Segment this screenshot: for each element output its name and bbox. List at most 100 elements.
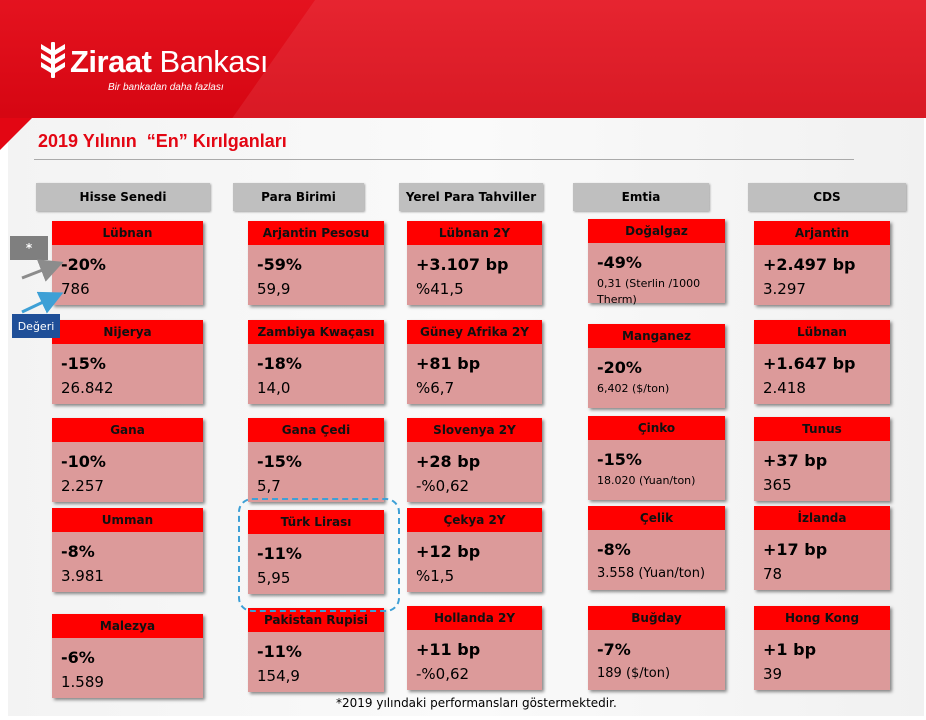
asset-change: -59%: [257, 255, 302, 274]
asset-card: Buğday -7% 189 ($/ton): [588, 606, 725, 690]
asset-value: 786: [61, 280, 90, 298]
asset-change: -8%: [61, 542, 95, 561]
asset-card: Malezya -6% 1.589: [52, 614, 203, 698]
asset-value: 6,402 ($/ton): [597, 382, 670, 395]
asset-card: Doğalgaz -49% 0,31 (Sterlin /1000 Therm): [588, 219, 725, 306]
asset-name: Tunus: [754, 417, 890, 441]
asset-card: Hollanda 2Y +11 bp -%0,62: [407, 606, 542, 690]
asset-name: Hong Kong: [754, 606, 890, 630]
column-header: Emtia: [573, 183, 709, 211]
asset-change: +1.647 bp: [763, 354, 856, 373]
asset-card: Çekya 2Y +12 bp %1,5: [407, 508, 542, 592]
asset-body: +28 bp -%0,62: [407, 442, 542, 502]
asset-body: +11 bp -%0,62: [407, 630, 542, 690]
asset-change: +11 bp: [416, 640, 481, 659]
asset-body: -11% 154,9: [248, 632, 384, 692]
asset-change: -20%: [597, 358, 642, 377]
asset-body: -15% 5,7: [248, 442, 384, 502]
asset-value: 0,31 (Sterlin /1000 Therm): [597, 277, 701, 306]
asset-body: -20% 786: [52, 245, 203, 305]
asset-name: Nijerya: [52, 320, 203, 344]
asset-value: 2.257: [61, 477, 104, 495]
asset-body: -8% 3.558 (Yuan/ton): [588, 530, 725, 590]
asset-change: +81 bp: [416, 354, 481, 373]
asset-body: +2.497 bp 3.297: [754, 245, 890, 305]
asset-name: Arjantin: [754, 221, 890, 245]
asset-name: Umman: [52, 508, 203, 532]
asset-body: +3.107 bp %41,5: [407, 245, 542, 305]
wheat-logo-icon: [41, 42, 65, 78]
asset-value: %6,7: [416, 379, 455, 397]
asset-value: 3.981: [61, 567, 104, 585]
asset-name: Lübnan: [754, 320, 890, 344]
asset-card: Pakistan Rupisi -11% 154,9: [248, 608, 384, 692]
header-banner: Ziraat Bankası Bir bankadan daha fazlası: [0, 0, 926, 118]
asset-card: Zambiya Kwaçası -18% 14,0: [248, 320, 384, 404]
asset-card: Türk Lirası -11% 5,95: [248, 510, 384, 594]
asset-change: -49%: [597, 253, 642, 272]
asset-value: 5,95: [257, 569, 291, 587]
asset-value: 154,9: [257, 667, 300, 685]
asset-change: -8%: [597, 540, 631, 559]
asset-value: 39: [763, 665, 783, 683]
asset-change: -6%: [61, 648, 95, 667]
asset-value: 5,7: [257, 477, 281, 495]
asset-body: +17 bp 78: [754, 530, 890, 590]
brand-name: Ziraat Bankası: [70, 44, 269, 80]
corner-accent: [0, 118, 32, 150]
asset-body: +12 bp %1,5: [407, 532, 542, 592]
asset-name: Doğalgaz: [588, 219, 725, 243]
asset-value: 26.842: [61, 379, 114, 397]
asset-name: Çinko: [588, 416, 725, 440]
asset-name: Çelik: [588, 506, 725, 530]
asset-card: Tunus +37 bp 365: [754, 417, 890, 501]
asset-value: %41,5: [416, 280, 464, 298]
asset-card: Nijerya -15% 26.842: [52, 320, 203, 404]
asset-body: +81 bp %6,7: [407, 344, 542, 404]
asset-change: +1 bp: [763, 640, 817, 659]
asset-body: -11% 5,95: [248, 534, 384, 594]
asset-card: Çelik -8% 3.558 (Yuan/ton): [588, 506, 725, 590]
asset-body: -59% 59,9: [248, 245, 384, 305]
asset-change: +12 bp: [416, 542, 481, 561]
asset-body: -20% 6,402 ($/ton): [588, 348, 725, 408]
asset-card: Slovenya 2Y +28 bp -%0,62: [407, 418, 542, 502]
asset-value: 1.589: [61, 673, 104, 691]
banner-wedge: [202, 0, 926, 118]
asset-card: Lübnan 2Y +3.107 bp %41,5: [407, 221, 542, 305]
asset-body: +37 bp 365: [754, 441, 890, 501]
asset-value: -%0,62: [416, 665, 470, 683]
asset-body: -15% 26.842: [52, 344, 203, 404]
title-divider: [34, 159, 854, 160]
asset-name: Slovenya 2Y: [407, 418, 542, 442]
asset-name: Pakistan Rupisi: [248, 608, 384, 632]
asset-value: 59,9: [257, 280, 291, 298]
asset-name: Malezya: [52, 614, 203, 638]
asset-name: Gana: [52, 418, 203, 442]
asset-change: +28 bp: [416, 452, 481, 471]
column-header: Para Birimi: [233, 183, 364, 211]
asset-name: Zambiya Kwaçası: [248, 320, 384, 344]
asset-change: -15%: [61, 354, 106, 373]
asset-value: 78: [763, 565, 783, 583]
asset-change: +3.107 bp: [416, 255, 509, 274]
asset-card: İzlanda +17 bp 78: [754, 506, 890, 590]
asset-change: -18%: [257, 354, 302, 373]
asset-card: Arjantin +2.497 bp 3.297: [754, 221, 890, 305]
asset-value: -%0,62: [416, 477, 470, 495]
asset-card: Gana -10% 2.257: [52, 418, 203, 502]
asset-value: 3.297: [763, 280, 806, 298]
asset-body: +1.647 bp 2.418: [754, 344, 890, 404]
asset-card: Lübnan +1.647 bp 2.418: [754, 320, 890, 404]
asset-value: 189 ($/ton): [597, 666, 671, 681]
asset-change: -10%: [61, 452, 106, 471]
asset-card: Manganez -20% 6,402 ($/ton): [588, 324, 725, 408]
asset-value: 365: [763, 476, 792, 494]
asset-card: Lübnan -20% 786: [52, 221, 203, 305]
asset-name: Lübnan: [52, 221, 203, 245]
asset-value: 18.020 (Yuan/ton): [597, 474, 696, 487]
legend-star-box: *: [10, 236, 48, 260]
asset-name: Türk Lirası: [248, 510, 384, 534]
asset-body: -49% 0,31 (Sterlin /1000 Therm): [588, 243, 725, 306]
asset-value: 14,0: [257, 379, 291, 397]
